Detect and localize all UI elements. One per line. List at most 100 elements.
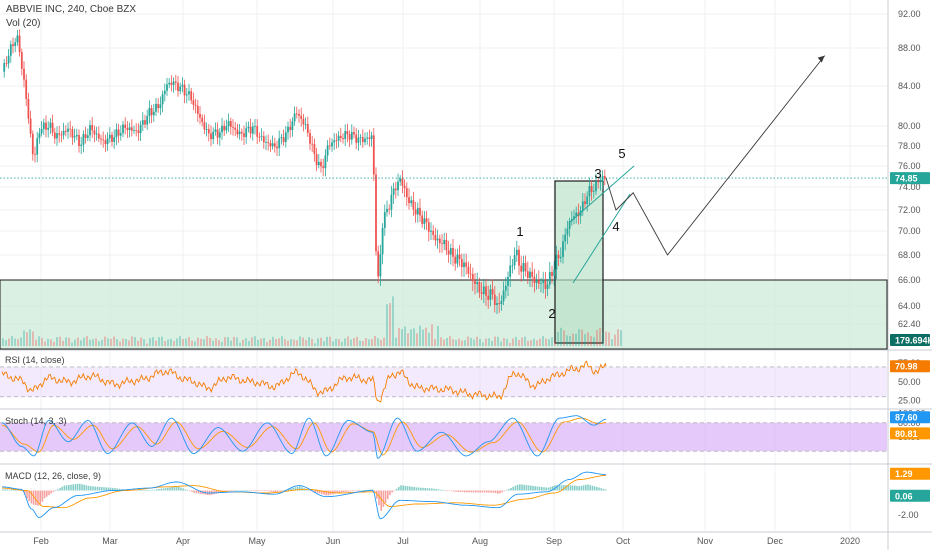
candle-body [36,138,39,155]
volume-bar [122,338,124,346]
volume-bar [437,326,439,346]
macd-histogram-bar [558,485,561,491]
macd-histogram-bar [292,487,294,491]
candle-body [390,194,393,210]
candle-body [348,134,351,140]
volume-bar [185,338,187,346]
candle-body [335,140,338,142]
volume-bar [140,337,142,346]
macd-histogram-bar [151,489,154,491]
macd-histogram-bar [560,485,563,491]
volume-bar [599,328,601,346]
candle-body [216,129,219,138]
channel-upper-line [569,165,635,223]
macd-histogram-bar [147,490,149,491]
candle-body [597,181,600,183]
volume-bar [404,326,406,346]
macd-histogram-bar [169,487,171,491]
volume-bar [107,338,109,346]
macd-histogram-bar [323,490,325,495]
macd-histogram-bar [442,489,444,491]
macd-histogram-bar [404,485,407,491]
candle-body [357,137,360,143]
candle-body [256,126,259,137]
wave-label-1: 1 [516,224,523,239]
volume-bar [197,337,199,346]
rsi-tick-label: 50.00 [898,377,921,387]
volume-bar [182,338,184,346]
macd-histogram-bar [523,484,525,491]
candle-body [520,265,523,272]
chart-title: ABBVIE INC, 240, Cboe BZX [6,4,137,15]
candle-body [51,122,54,133]
volume-bar [539,338,541,346]
volume-bar [242,339,244,346]
macd-histogram-bar [483,490,486,493]
macd-histogram-bar [556,485,558,491]
candle-body [289,126,292,131]
macd-histogram-bar [567,485,569,491]
volume-bar [260,338,262,346]
candle-body [471,274,474,282]
candle-body [313,144,316,155]
macd-histogram-bar [547,487,550,491]
macd-histogram-bar [217,490,220,494]
macd-histogram-bar [358,490,360,492]
macd-histogram-bar [109,487,112,491]
macd-histogram-bar [136,489,138,491]
macd-histogram-bar [72,484,74,491]
volume-bar [305,340,307,346]
candle-body [3,63,6,72]
candle-body [249,126,252,134]
volume-bar [557,331,559,346]
volume-bar [248,341,250,346]
macd-histogram-bar [505,490,508,491]
candle-body [599,181,602,183]
volume-bar [590,336,592,346]
volume-bar [137,340,139,346]
macd-histogram-bar [356,490,358,492]
candle-body [537,280,540,284]
volume-bar [62,340,64,346]
macd-histogram-bar [213,490,215,495]
volume-bar [224,337,226,346]
macd-histogram-bar [512,486,514,491]
macd-histogram-bar [197,490,200,494]
volume-bar [179,336,181,346]
candle-body [423,218,426,224]
candle-body [100,138,102,140]
candle-body [553,269,556,277]
macd-histogram-bar [439,489,442,491]
candle-body [487,295,490,300]
macd-histogram-bar [420,487,422,491]
price-tick-label: 76.00 [898,161,921,171]
volume-bar [374,336,376,346]
macd-histogram-bar [600,488,602,491]
macd-histogram-bar [52,490,55,492]
macd-histogram-bar [371,489,374,491]
macd-histogram-bar [468,490,470,493]
macd-histogram-bar [457,490,459,492]
candle-body [141,120,144,125]
volume-bar [584,334,586,346]
candle-body [540,283,542,284]
macd-histogram-bar [279,490,281,492]
candle-body [245,128,248,137]
volume-bar [362,341,364,346]
candle-body [104,140,107,145]
macd-histogram-bar [39,490,41,506]
macd-histogram-bar [266,490,268,492]
volume-bar [26,332,28,346]
macd-histogram-bar [461,490,464,493]
volume-bar [461,340,463,346]
volume-bar [284,339,286,346]
volume-bar [401,329,403,346]
volume-bar [572,333,574,346]
macd-histogram-bar [316,490,319,493]
macd-histogram-bar [195,490,198,494]
macd-histogram-bar [81,484,83,491]
volume-bar [473,339,475,346]
macd-histogram-bar [519,484,521,491]
